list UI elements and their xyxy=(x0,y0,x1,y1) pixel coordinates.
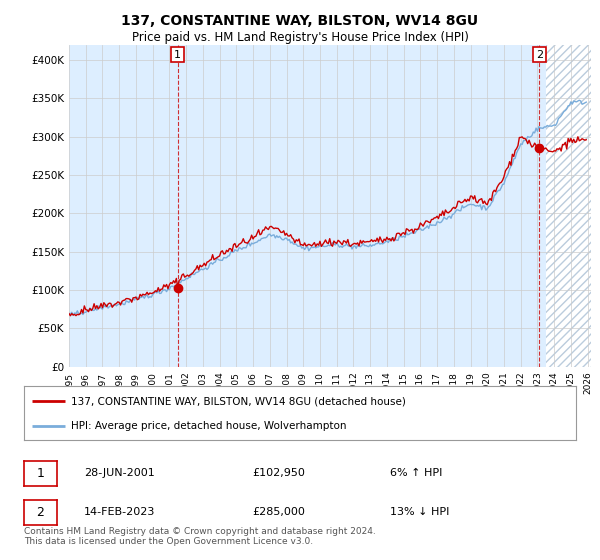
Text: 137, CONSTANTINE WAY, BILSTON, WV14 8GU: 137, CONSTANTINE WAY, BILSTON, WV14 8GU xyxy=(121,14,479,28)
Text: 2: 2 xyxy=(37,506,44,519)
Text: 6% ↑ HPI: 6% ↑ HPI xyxy=(390,468,442,478)
Text: 137, CONSTANTINE WAY, BILSTON, WV14 8GU (detached house): 137, CONSTANTINE WAY, BILSTON, WV14 8GU … xyxy=(71,396,406,407)
Text: 2: 2 xyxy=(536,50,543,59)
Text: 1: 1 xyxy=(174,50,181,59)
Text: 13% ↓ HPI: 13% ↓ HPI xyxy=(390,507,449,517)
Text: 28-JUN-2001: 28-JUN-2001 xyxy=(84,468,155,478)
Text: 1: 1 xyxy=(37,466,44,480)
Text: 14-FEB-2023: 14-FEB-2023 xyxy=(84,507,155,517)
Text: Price paid vs. HM Land Registry's House Price Index (HPI): Price paid vs. HM Land Registry's House … xyxy=(131,31,469,44)
Text: HPI: Average price, detached house, Wolverhampton: HPI: Average price, detached house, Wolv… xyxy=(71,421,346,431)
Text: £285,000: £285,000 xyxy=(252,507,305,517)
Text: £102,950: £102,950 xyxy=(252,468,305,478)
Text: Contains HM Land Registry data © Crown copyright and database right 2024.
This d: Contains HM Land Registry data © Crown c… xyxy=(24,526,376,546)
